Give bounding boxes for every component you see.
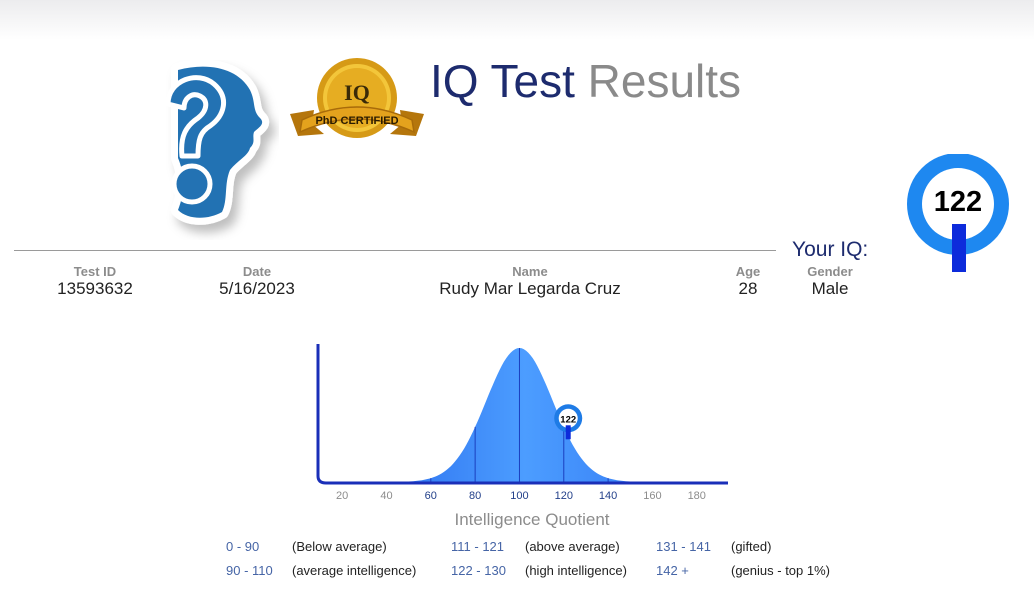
x-tick-label: 120 — [555, 490, 573, 502]
legend-range: 131 - 141 — [656, 539, 711, 554]
legend-desc: (above average) — [525, 539, 620, 554]
info-label: Date — [242, 264, 272, 279]
legend-desc: (genius - top 1%) — [731, 563, 830, 578]
legend-desc-col3: (gifted) (genius - top 1%) — [731, 535, 830, 583]
x-tick-label: 80 — [469, 490, 481, 502]
question-head-logo — [165, 60, 270, 225]
iq-marker-stem — [565, 425, 571, 440]
legend-range: 142 + — [656, 563, 689, 578]
legend-desc-col1: (Below average) (average intelligence) — [292, 535, 416, 583]
top-bar — [0, 0, 1034, 40]
info-label: Name — [512, 264, 548, 279]
iq-distribution-chart: 20 40 60 80 100 120 140 160 180 122 — [316, 344, 730, 502]
x-tick-label: 100 — [510, 490, 528, 502]
x-tick-label: 20 — [336, 490, 348, 502]
info-value: Rudy Mar Legarda Cruz — [439, 279, 621, 298]
info-label: Test ID — [73, 264, 117, 279]
legend-range: 111 - 121 — [451, 539, 505, 554]
info-test-id: Test ID 13593632 — [40, 264, 150, 299]
info-value: Male — [811, 279, 849, 298]
title-part1: IQ Test — [430, 55, 575, 107]
header-divider — [14, 250, 776, 251]
legend-ranges-col1: 0 - 90 90 - 110 — [226, 535, 273, 583]
legend-desc: (average intelligence) — [292, 563, 417, 578]
legend-range: 122 - 130 — [451, 563, 506, 578]
svg-text:PhD CERTIFIED: PhD CERTIFIED — [315, 115, 398, 127]
legend-desc: (gifted) — [731, 539, 772, 554]
legend-desc: (high intelligence) — [525, 563, 627, 578]
x-axis-title: Intelligence Quotient — [454, 510, 610, 529]
phd-certified-badge: IQ PhD CERTIFIED — [290, 58, 424, 138]
info-value: 5/16/2023 — [219, 279, 295, 298]
x-tick-label: 160 — [643, 490, 661, 502]
legend-desc: (Below average) — [292, 539, 387, 554]
x-tick-label: 180 — [688, 490, 706, 502]
info-age: Age 28 — [718, 264, 778, 299]
svg-text:IQ: IQ — [344, 80, 370, 105]
iq-marker-label: 122 — [560, 414, 576, 425]
x-tick-label: 60 — [425, 490, 437, 502]
legend-range: 90 - 110 — [226, 563, 273, 578]
legend-ranges-col2: 111 - 121 122 - 130 — [451, 535, 506, 583]
info-value: 28 — [738, 279, 758, 298]
title-part2: Results — [587, 55, 742, 107]
info-label: Age — [735, 264, 761, 279]
legend-range: 0 - 90 — [226, 539, 260, 554]
iq-score-badge — [907, 154, 1009, 272]
bell-curve-area — [320, 348, 730, 482]
x-tick-label: 140 — [599, 490, 617, 502]
chart-axis — [316, 344, 728, 485]
iq-score-value: 122 — [933, 186, 983, 218]
info-date: Date 5/16/2023 — [200, 264, 314, 299]
info-gender: Gender Male — [795, 264, 865, 299]
info-value: 13593632 — [57, 279, 133, 298]
legend-desc-col2: (above average) (high intelligence) — [525, 535, 627, 583]
your-iq-label: Your IQ: — [792, 238, 869, 261]
x-tick-label: 40 — [380, 490, 392, 502]
info-label: Gender — [807, 264, 853, 279]
info-name: Name Rudy Mar Legarda Cruz — [410, 264, 650, 299]
legend-ranges-col3: 131 - 141 142 + — [656, 535, 711, 583]
page-title: IQ Test Results — [430, 54, 741, 108]
iq-marker-center — [558, 408, 578, 428]
